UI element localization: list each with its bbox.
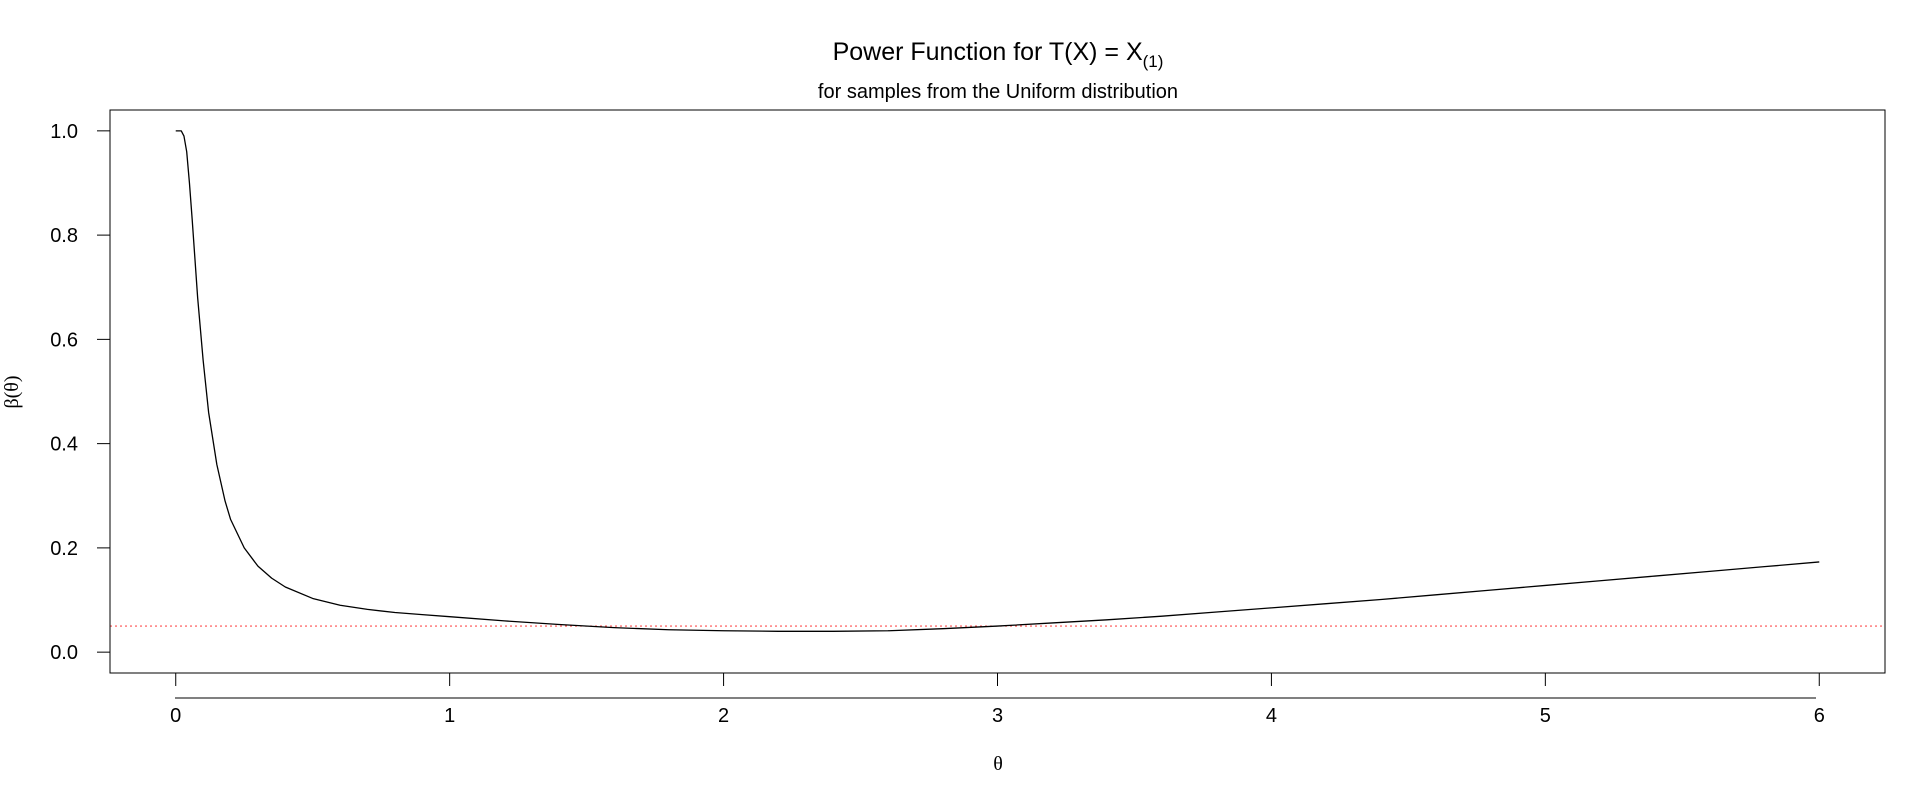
chart-title-main: Power Function for T(X) = X: [833, 38, 1143, 66]
x-tick-label: 6: [1814, 705, 1825, 727]
y-axis-label: β(θ): [1, 375, 23, 408]
y-axis-ticks: 0.0 0.2 0.4 0.6 0.8 1.0: [50, 121, 110, 664]
y-tick-label: 1.0: [50, 121, 78, 143]
chart-title-subscript: (1): [1143, 52, 1164, 71]
x-tick-label: 2: [718, 705, 729, 727]
x-tick-label: 4: [1266, 705, 1277, 727]
y-axis: 0.0 0.2 0.4 0.6 0.8 1.0 β(θ): [1, 121, 111, 664]
chart-title: Power Function for T(X) = X(1): [833, 38, 1164, 71]
x-tick-label: 3: [992, 705, 1003, 727]
y-tick-label: 0.8: [50, 225, 78, 247]
x-tick-label: 5: [1540, 705, 1551, 727]
x-axis-ticks: 0 1 2 3 4 5 6: [170, 673, 1825, 727]
x-axis-label: θ: [993, 753, 1003, 775]
power-curve-line: [175, 130, 1820, 632]
x-tick-label: 0: [170, 705, 181, 727]
plot-frame: [109, 109, 1886, 674]
y-tick-label: 0.0: [50, 642, 78, 664]
x-tick-label: 1: [444, 705, 455, 727]
y-tick-label: 0.6: [50, 329, 78, 351]
chart-subtitle: for samples from the Uniform distributio…: [818, 81, 1178, 103]
y-tick-label: 0.2: [50, 538, 78, 560]
y-tick-label: 0.4: [50, 434, 78, 456]
x-axis: 0 1 2 3 4 5 6 θ: [170, 673, 1825, 775]
plot-area: [110, 130, 1885, 632]
